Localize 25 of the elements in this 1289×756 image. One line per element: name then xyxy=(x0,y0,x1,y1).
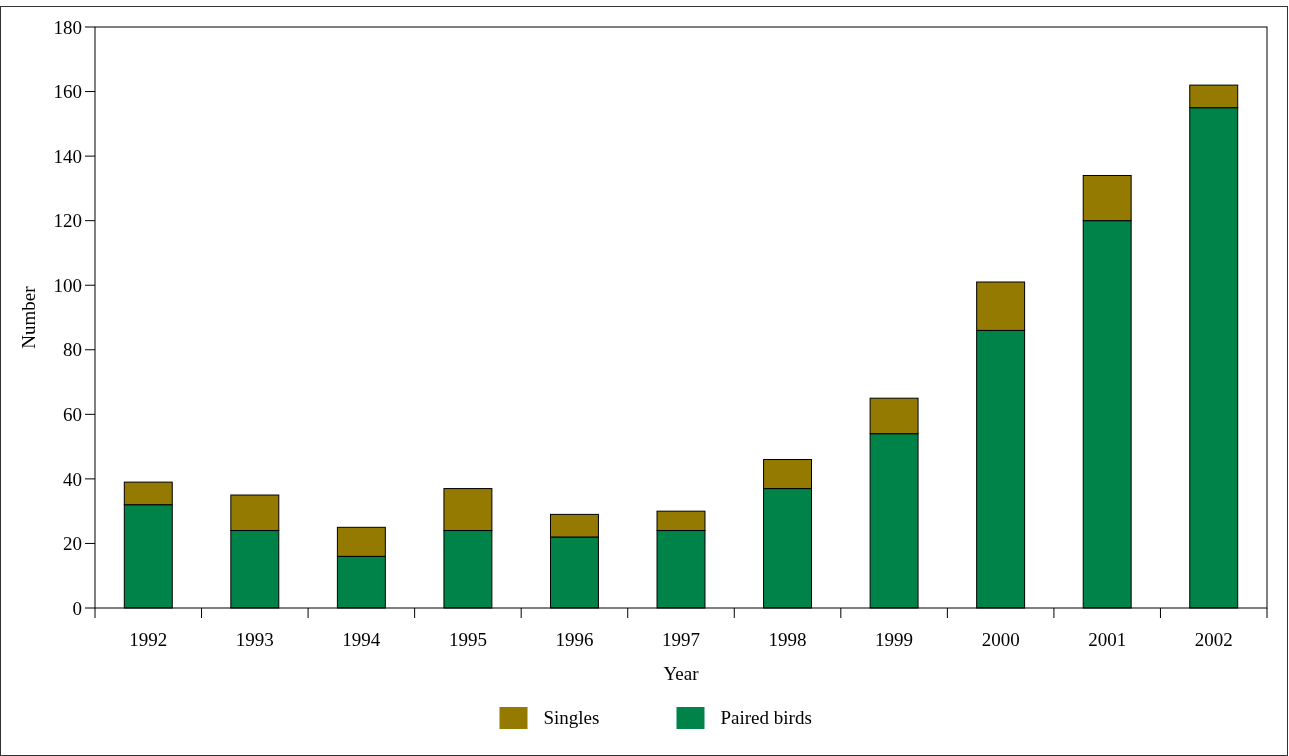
x-tick-label: 1996 xyxy=(555,629,594,650)
x-tick-label: 1992 xyxy=(129,629,168,650)
y-tick-label: 20 xyxy=(63,533,82,555)
y-tick-label: 0 xyxy=(72,597,82,619)
y-axis-title: Number xyxy=(18,285,39,349)
y-tick-label: 40 xyxy=(63,468,82,490)
y-tick-label: 100 xyxy=(53,274,82,296)
x-tick-label: 1999 xyxy=(875,629,914,650)
y-tick-label: 160 xyxy=(53,81,82,103)
y-tick-label: 80 xyxy=(63,339,82,361)
legend-label: Paired birds xyxy=(720,707,812,728)
y-tick-label: 120 xyxy=(53,210,82,232)
legend-label: Singles xyxy=(543,707,600,728)
y-tick-label: 140 xyxy=(53,145,82,167)
x-tick-label: 2001 xyxy=(1088,629,1127,650)
x-axis-title: Year xyxy=(663,663,700,684)
x-tick-label: 1993 xyxy=(235,629,274,650)
x-tick-label: 1998 xyxy=(768,629,807,650)
x-tick-label: 2002 xyxy=(1194,629,1233,650)
x-tick-label: 1997 xyxy=(662,629,700,650)
x-tick-label: 2000 xyxy=(981,629,1020,650)
y-tick-label: 180 xyxy=(53,16,82,38)
x-tick-label: 1994 xyxy=(342,629,381,650)
x-tick-label: 1995 xyxy=(448,629,487,650)
y-tick-label: 60 xyxy=(63,403,82,425)
